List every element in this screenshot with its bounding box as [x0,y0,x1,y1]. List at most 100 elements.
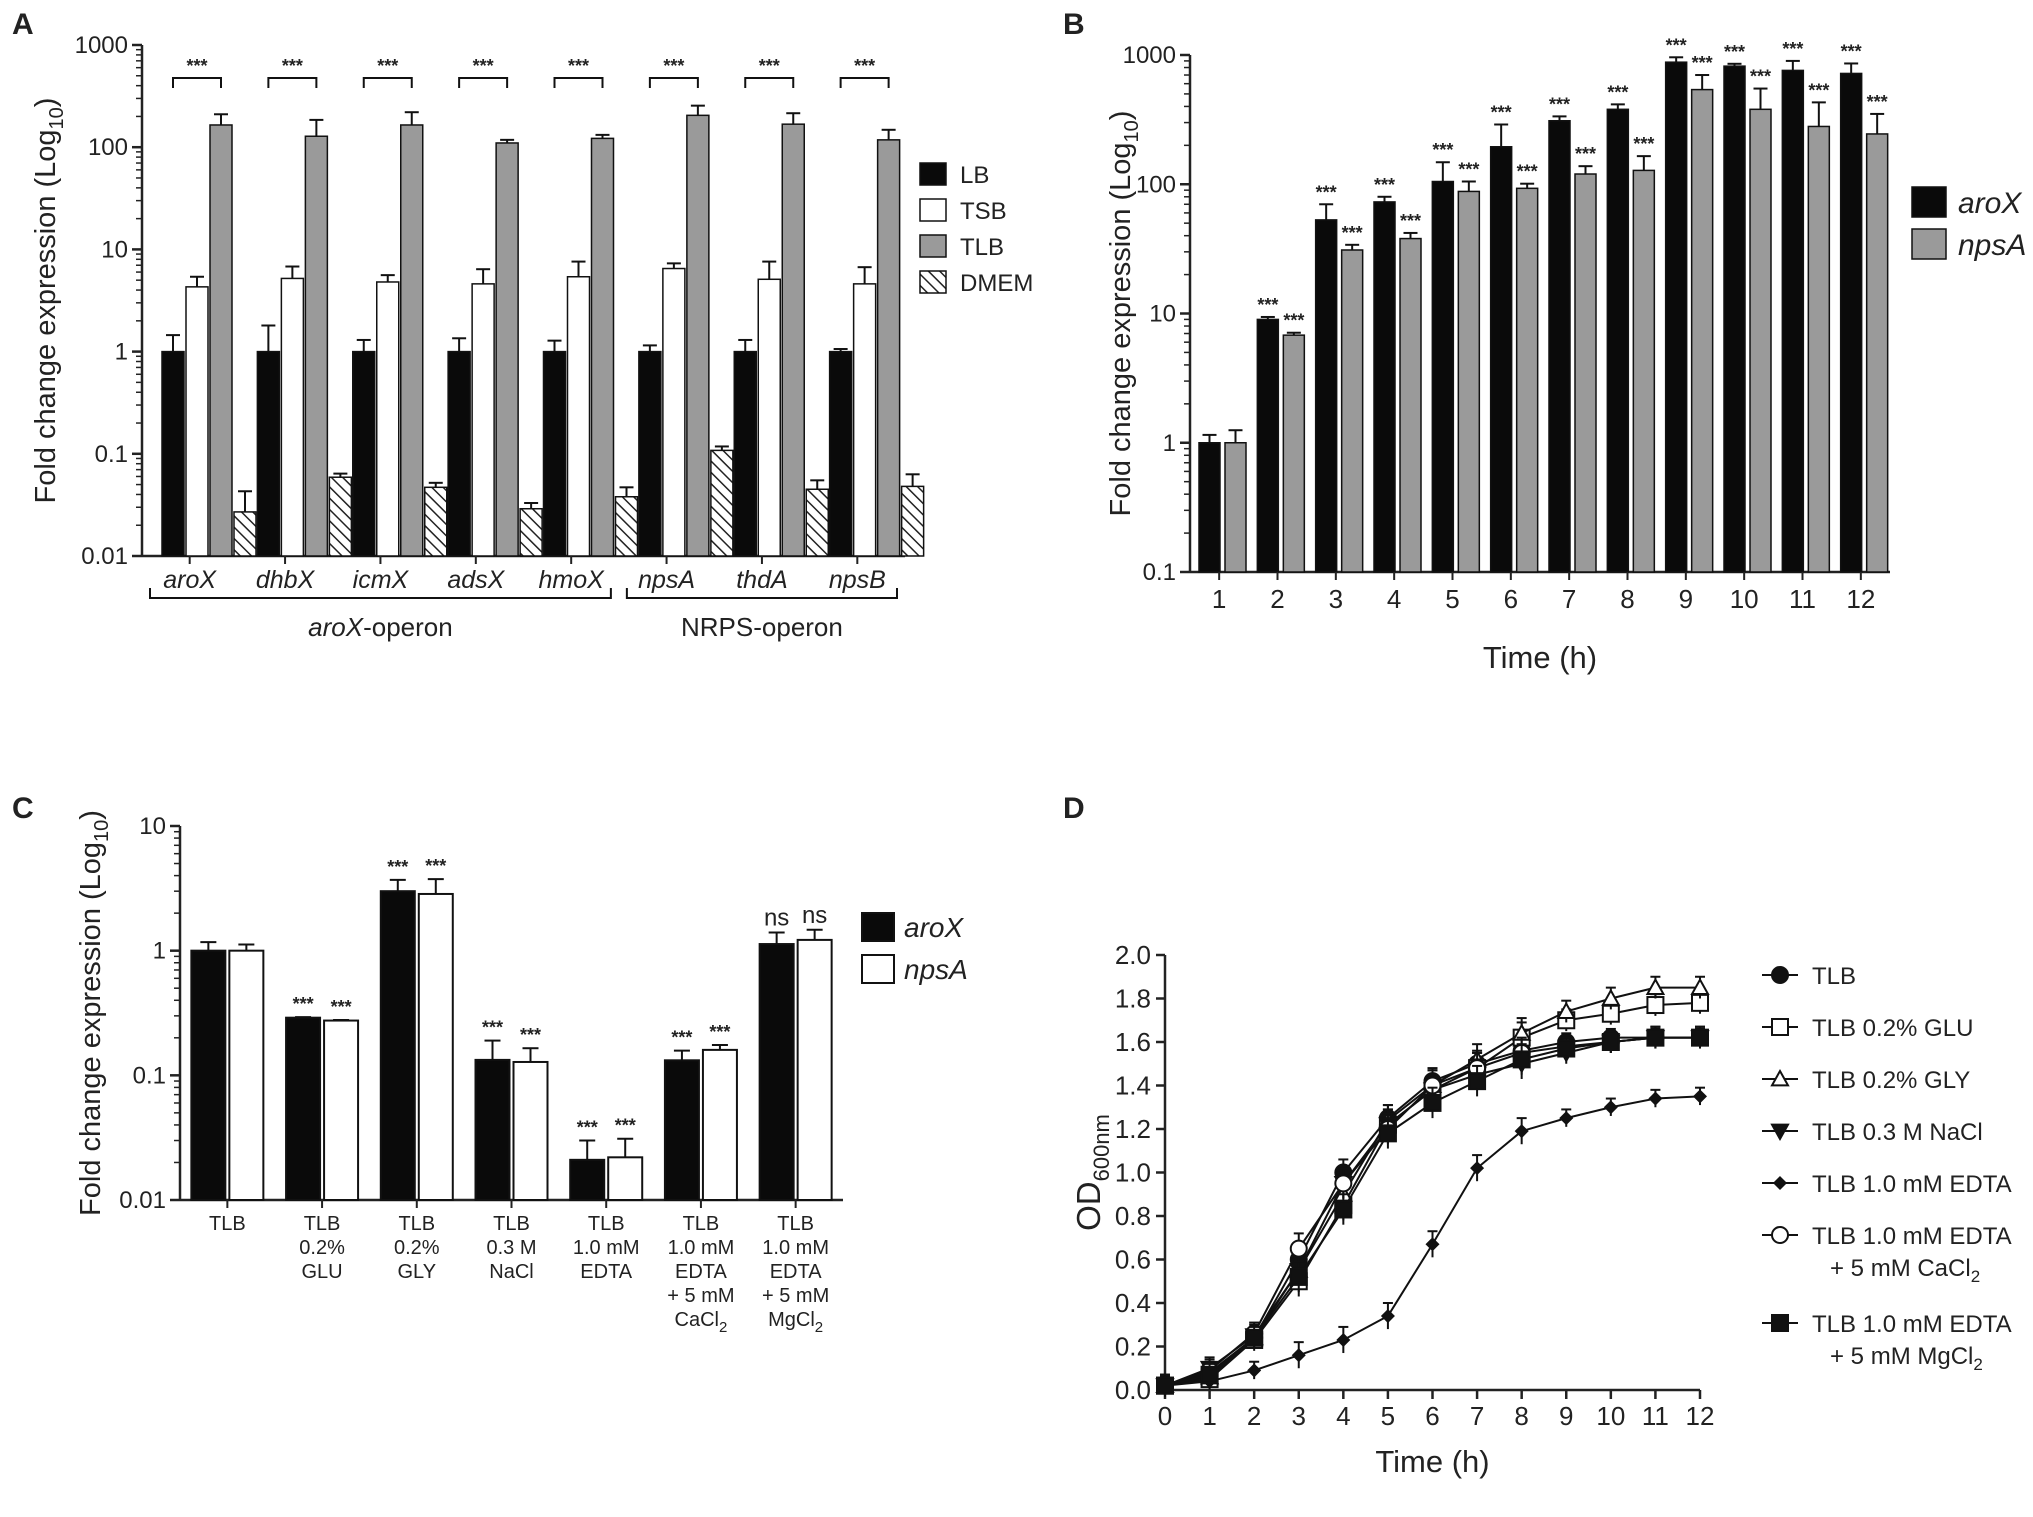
x-tick-label: 10 [1596,1401,1625,1431]
x-tick-label: 9 [1679,584,1693,614]
bar-arox [1314,219,1338,573]
legend-label: npsA [1958,229,2026,262]
x-tick-label: + 5 mM [667,1285,734,1307]
data-point [1378,1124,1397,1143]
y-axis-title: OD600nm [1070,1114,1114,1231]
bar-dmem [424,486,448,557]
y-tick-label: 0.0 [1115,1375,1151,1405]
data-point [1557,1039,1576,1058]
bar-lb [542,350,567,557]
legend-label: aroX [1958,187,2022,220]
bar-tlb [495,142,519,557]
legend-swatch [861,954,895,984]
series-tlb-0-2-glu [1156,990,1709,1397]
legend-label: npsA [904,954,968,985]
data-point [1692,1089,1708,1104]
significance-label: *** [1400,211,1421,231]
significance-bracket [553,77,604,88]
significance-label: *** [1575,144,1596,164]
panel-label: C [12,792,34,825]
significance-label: ns [764,904,789,931]
y-tick-label: 1.8 [1115,984,1151,1014]
x-tick-label: hmoX [539,566,606,594]
bar-npsa [1282,334,1306,573]
panel-c: C Fold change expression (Log10)0.01 0.1 1 1… [12,792,968,1336]
bar-tlb [209,124,233,557]
y-axis-title: Fold change expression (Log10) [75,810,113,1216]
x-tick-label: 11 [1642,1401,1669,1431]
significance-label: *** [1808,80,1829,100]
x-tick-label: thdA [736,566,787,594]
significance-label: *** [1782,39,1803,59]
data-point [1772,1175,1788,1191]
significance-label: *** [1517,162,1538,182]
bar-tsb [757,278,781,557]
x-tick-label: MgCl2 [768,1309,823,1336]
bar-arox [1723,65,1746,573]
data-point [1289,1239,1308,1258]
data-point [1556,1001,1576,1019]
x-tick-label: TLB [493,1213,530,1235]
legend-item: TLB 1.0 mM EDTA + 5 mM CaCl2 [1762,1223,2012,1286]
x-tick-label: 9 [1559,1401,1573,1431]
x-tick-label: 6 [1504,584,1518,614]
x-tick-label: 1.0 mM [573,1237,640,1259]
x-tick-label: 0 [1158,1401,1172,1431]
bar-arox [1606,108,1630,573]
x-tick-label: 2 [1270,584,1284,614]
bar-npsa [1224,442,1247,573]
significance-label: *** [473,56,494,76]
y-tick-label: 1000 [75,32,128,59]
legend-swatch [919,234,947,258]
data-point [1289,1267,1308,1286]
x-tick-label: TLB [209,1213,246,1235]
bar-arox [1198,442,1221,573]
panel-a: A Fold change expression (Log10) 0.01 0.1 1 1… [12,8,1033,642]
bar-dmem [710,449,734,557]
x-tick-label: npsA [638,566,695,594]
legend-label: LB [960,162,989,189]
x-tick-label: aroX [163,566,217,594]
bar-tlb [686,114,710,557]
bar-arox [1781,69,1805,573]
x-tick-label: CaCl2 [675,1309,728,1336]
x-tick-label: 11 [1789,584,1816,614]
y-tick-label: 100 [1136,171,1176,198]
data-point [1690,977,1710,996]
data-point [1601,1033,1620,1051]
data-point [1425,1237,1440,1252]
bar-npsa [1515,187,1539,573]
data-point [1645,977,1666,996]
bar-npsa [417,892,454,1201]
data-point [1336,1332,1351,1347]
x-tick-label: TLB [398,1213,435,1235]
data-point [1470,1161,1485,1176]
bar-lb [256,350,281,557]
significance-label: *** [520,1025,541,1045]
significance-label: *** [854,56,875,76]
bar-npsa [1457,190,1481,573]
bar-tsb [662,267,686,557]
x-axis-title: Time (h) [1375,1444,1489,1479]
significance-label: *** [1549,94,1570,114]
legend-item: TLB 1.0 mM EDTA + 5 mM MgCl2 [1762,1311,2012,1374]
significance-label: *** [1458,160,1479,180]
bar-arox [285,1016,322,1202]
bar-npsa [1807,125,1831,573]
significance-label: *** [377,56,398,76]
bar-npsa [228,949,265,1202]
significance-bracket [267,77,318,88]
legend-swatch [919,162,947,186]
y-tick-label: 10 [139,813,166,840]
bar-lb [447,350,471,557]
x-tick-label: 7 [1470,1401,1484,1431]
bar-npsa [1399,237,1422,573]
data-point [1601,988,1621,1006]
bar-arox [474,1058,511,1202]
significance-bracket [458,77,509,88]
legend-swatch [1911,228,1947,260]
significance-label: *** [1724,42,1745,62]
significance-bracket [839,77,890,88]
x-tick-label: EDTA [580,1261,633,1283]
bar-tsb [852,283,877,557]
